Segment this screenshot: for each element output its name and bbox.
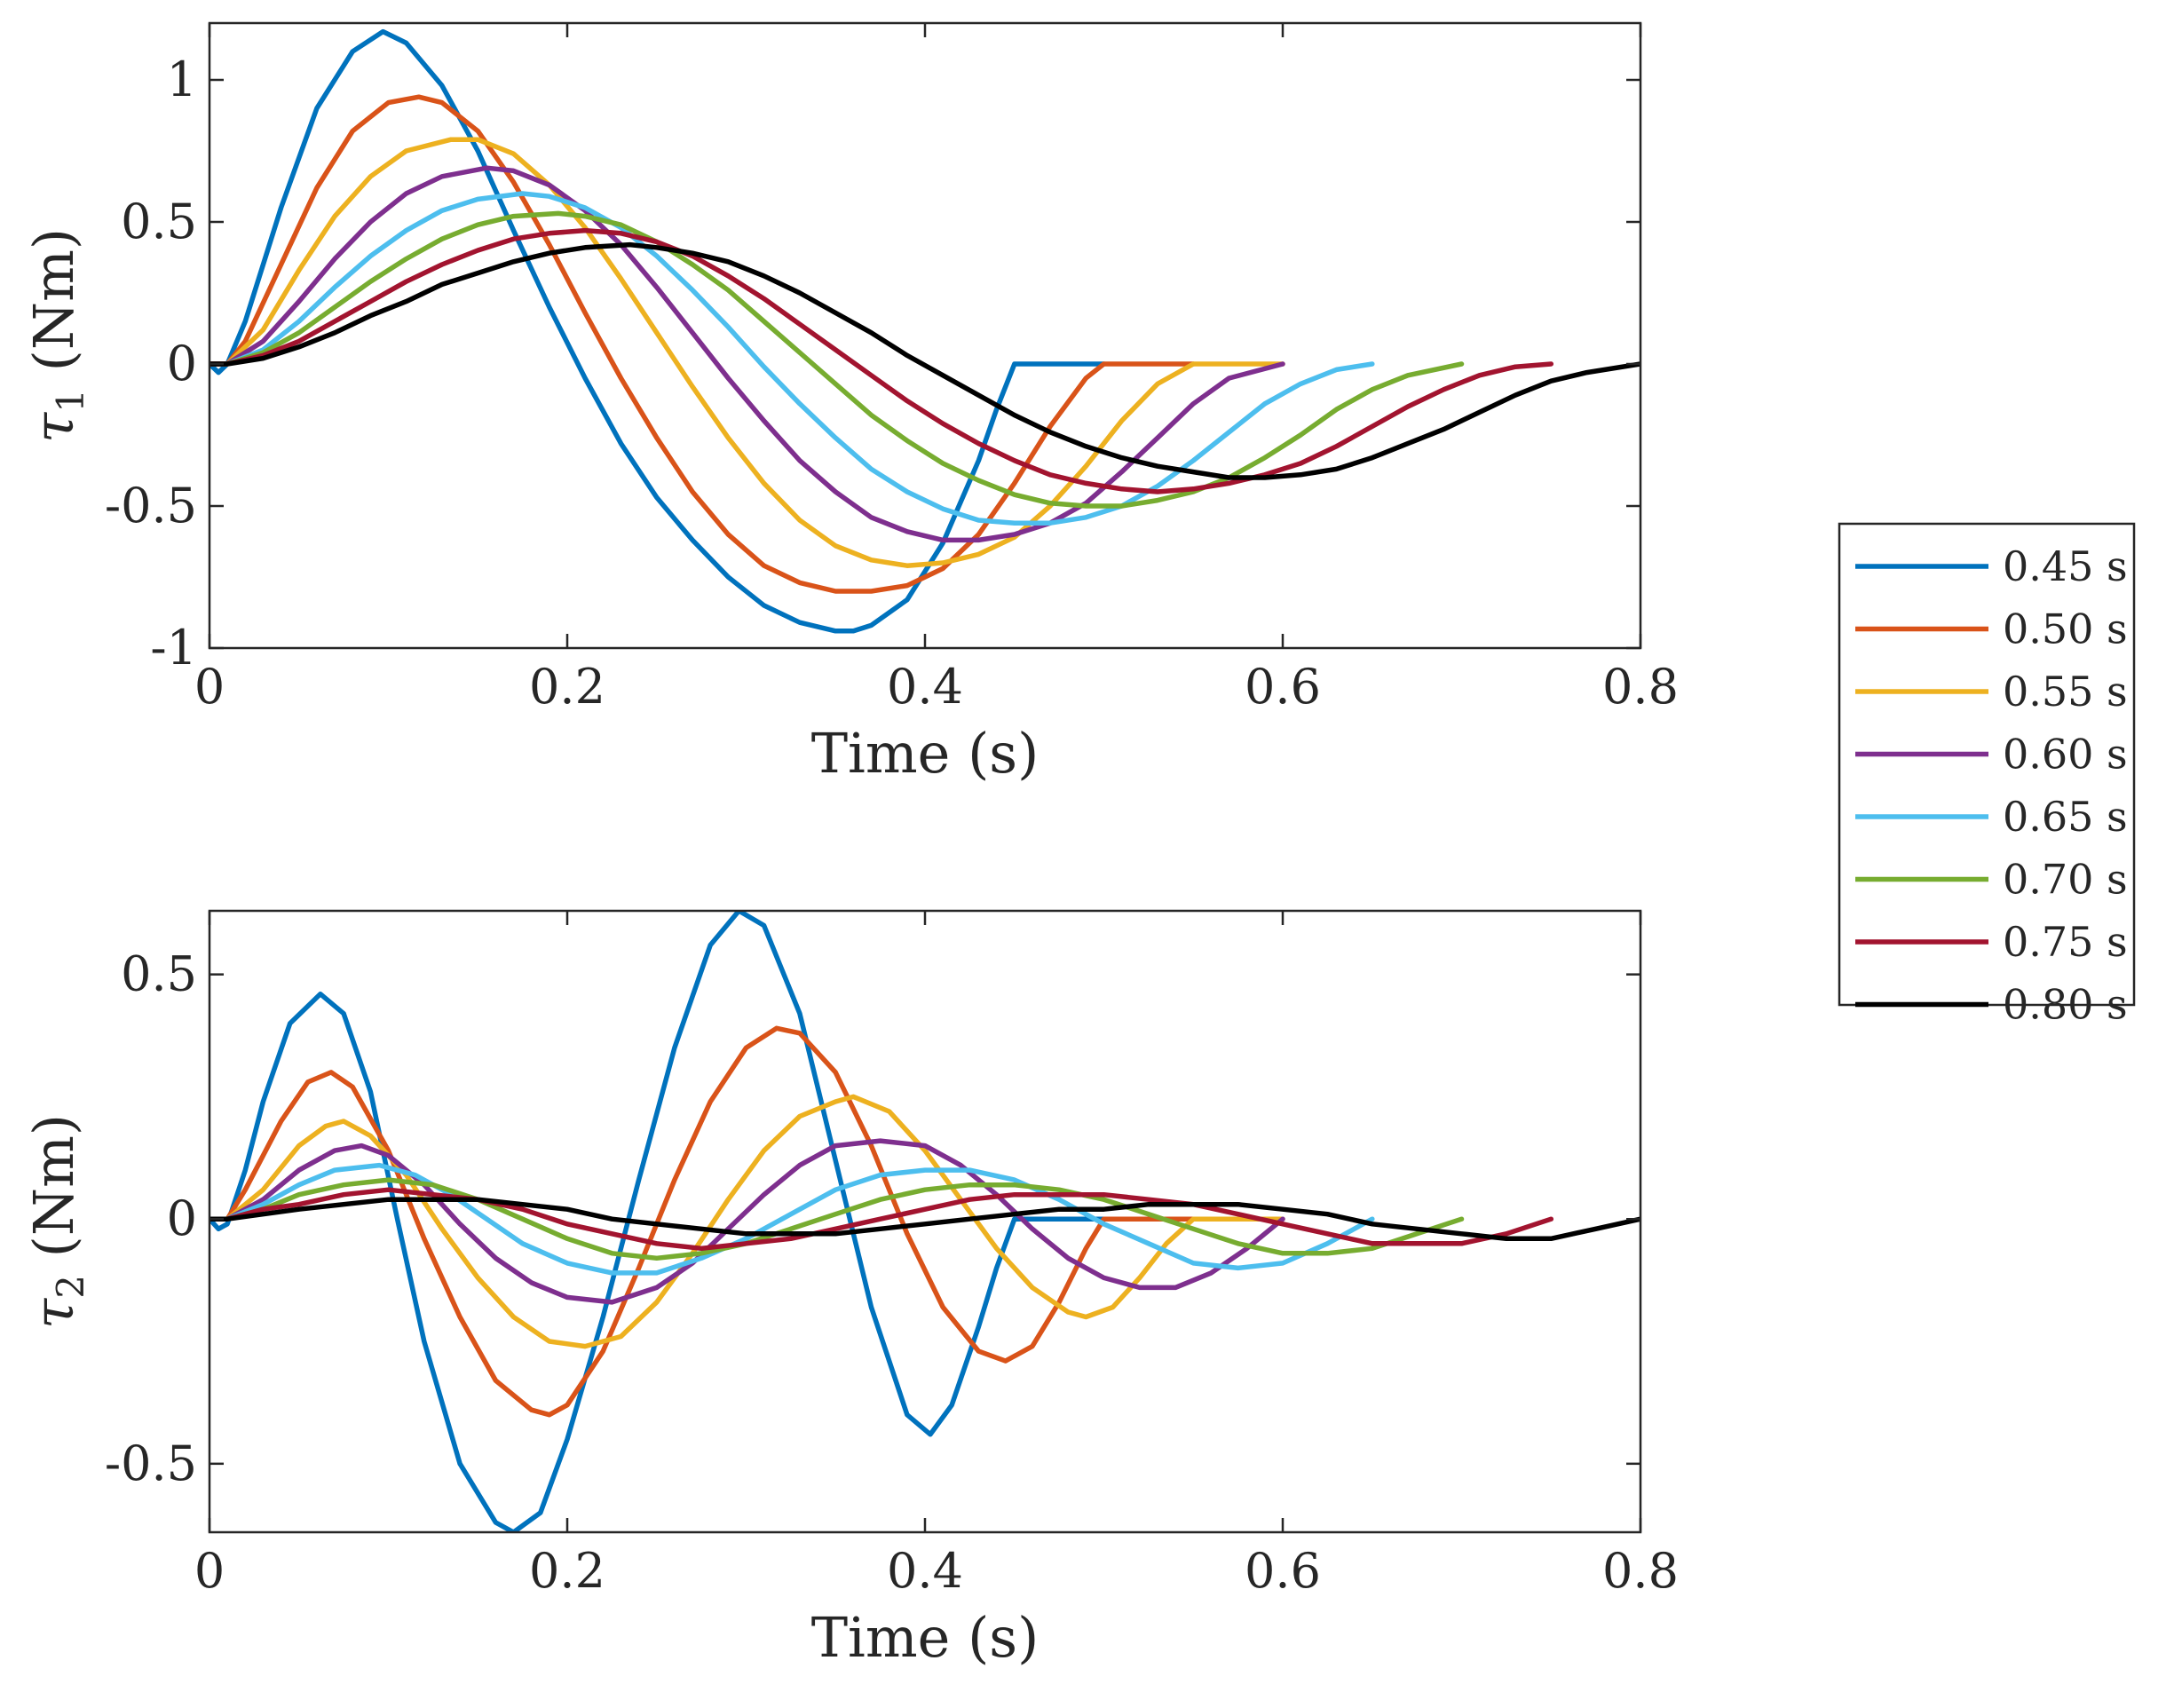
series-line-065 [209, 191, 1375, 526]
series-line-070 [209, 1177, 1465, 1261]
y-axis-subscript: 2 [49, 1275, 92, 1299]
series-line-080 [209, 241, 1640, 480]
y-axis-symbol: τ [21, 411, 86, 443]
series-line-060 [209, 1138, 1285, 1305]
y-tick-label: -0.5 [105, 1435, 197, 1491]
legend-label-060: 0.60 s [2003, 731, 2128, 779]
series-line-050 [209, 94, 1197, 594]
legend-label-065: 0.65 s [2003, 793, 2128, 841]
x-tick-label: 0.8 [1602, 1543, 1679, 1599]
y-axis-unit: (Nm) [21, 228, 86, 389]
y-tick-label: -1 [150, 620, 197, 676]
y-axis-label: τ1 (Nm) [21, 228, 92, 443]
y-tick-label: 0 [167, 1190, 197, 1246]
x-tick-label: 0.6 [1245, 1543, 1321, 1599]
x-tick-label: 0.4 [887, 1543, 963, 1599]
x-axis-label: Time (s) [811, 1605, 1040, 1670]
x-tick-label: 0.4 [887, 659, 963, 715]
y-tick-label: 1 [167, 51, 197, 107]
y-axis-symbol: τ [21, 1297, 86, 1329]
axes-box [208, 909, 1642, 1534]
y-axis-label: τ2 (Nm) [21, 1114, 92, 1329]
x-tick-label: 0.6 [1245, 659, 1321, 715]
y-tick-label: 0 [167, 336, 197, 391]
y-axis-subscript: 1 [49, 389, 92, 413]
series-group [209, 911, 1640, 1532]
x-tick-label: 0 [194, 659, 225, 715]
axes-box [208, 21, 1642, 650]
series-line-075 [209, 227, 1554, 494]
series-line-080 [209, 1197, 1640, 1242]
legend-label-045: 0.45 s [2003, 542, 2128, 590]
series-line-055 [209, 137, 1285, 568]
series-line-070 [209, 210, 1465, 509]
x-axis-label: Time (s) [811, 721, 1040, 786]
y-axis-unit: (Nm) [21, 1114, 86, 1275]
legend-label-050: 0.50 s [2003, 605, 2128, 653]
y-tick-label: 0.5 [121, 194, 197, 249]
legend-label-075: 0.75 s [2003, 918, 2128, 966]
series-line-065 [209, 1162, 1375, 1276]
series-line-060 [209, 165, 1285, 543]
x-tick-label: 0.2 [529, 659, 605, 715]
legend: 0.45 s 0.50 s 0.55 s 0.60 s 0.65 s 0.70 s 0.75… [1838, 522, 2136, 1029]
legend-label-070: 0.70 s [2003, 856, 2128, 904]
y-tick-label: -0.5 [105, 478, 197, 534]
legend-box [1838, 522, 2136, 1007]
x-tick-label: 0 [194, 1543, 225, 1599]
series-line-075 [209, 1187, 1554, 1252]
series-line-055 [209, 1094, 1285, 1349]
series-group [209, 28, 1640, 634]
tau2-plot: 0 0.2 0.4 0.6 0.8 -0.5 0 0.5 Time (s) τ2 (Nm) [21, 909, 1679, 1670]
x-tick-label: 0.2 [529, 1543, 605, 1599]
series-line-050 [209, 1025, 1197, 1418]
x-tick-label: 0.8 [1602, 659, 1679, 715]
legend-label-080: 0.80 s [2003, 981, 2128, 1029]
legend-label-055: 0.55 s [2003, 668, 2128, 716]
y-tick-label: 0.5 [121, 946, 197, 1002]
